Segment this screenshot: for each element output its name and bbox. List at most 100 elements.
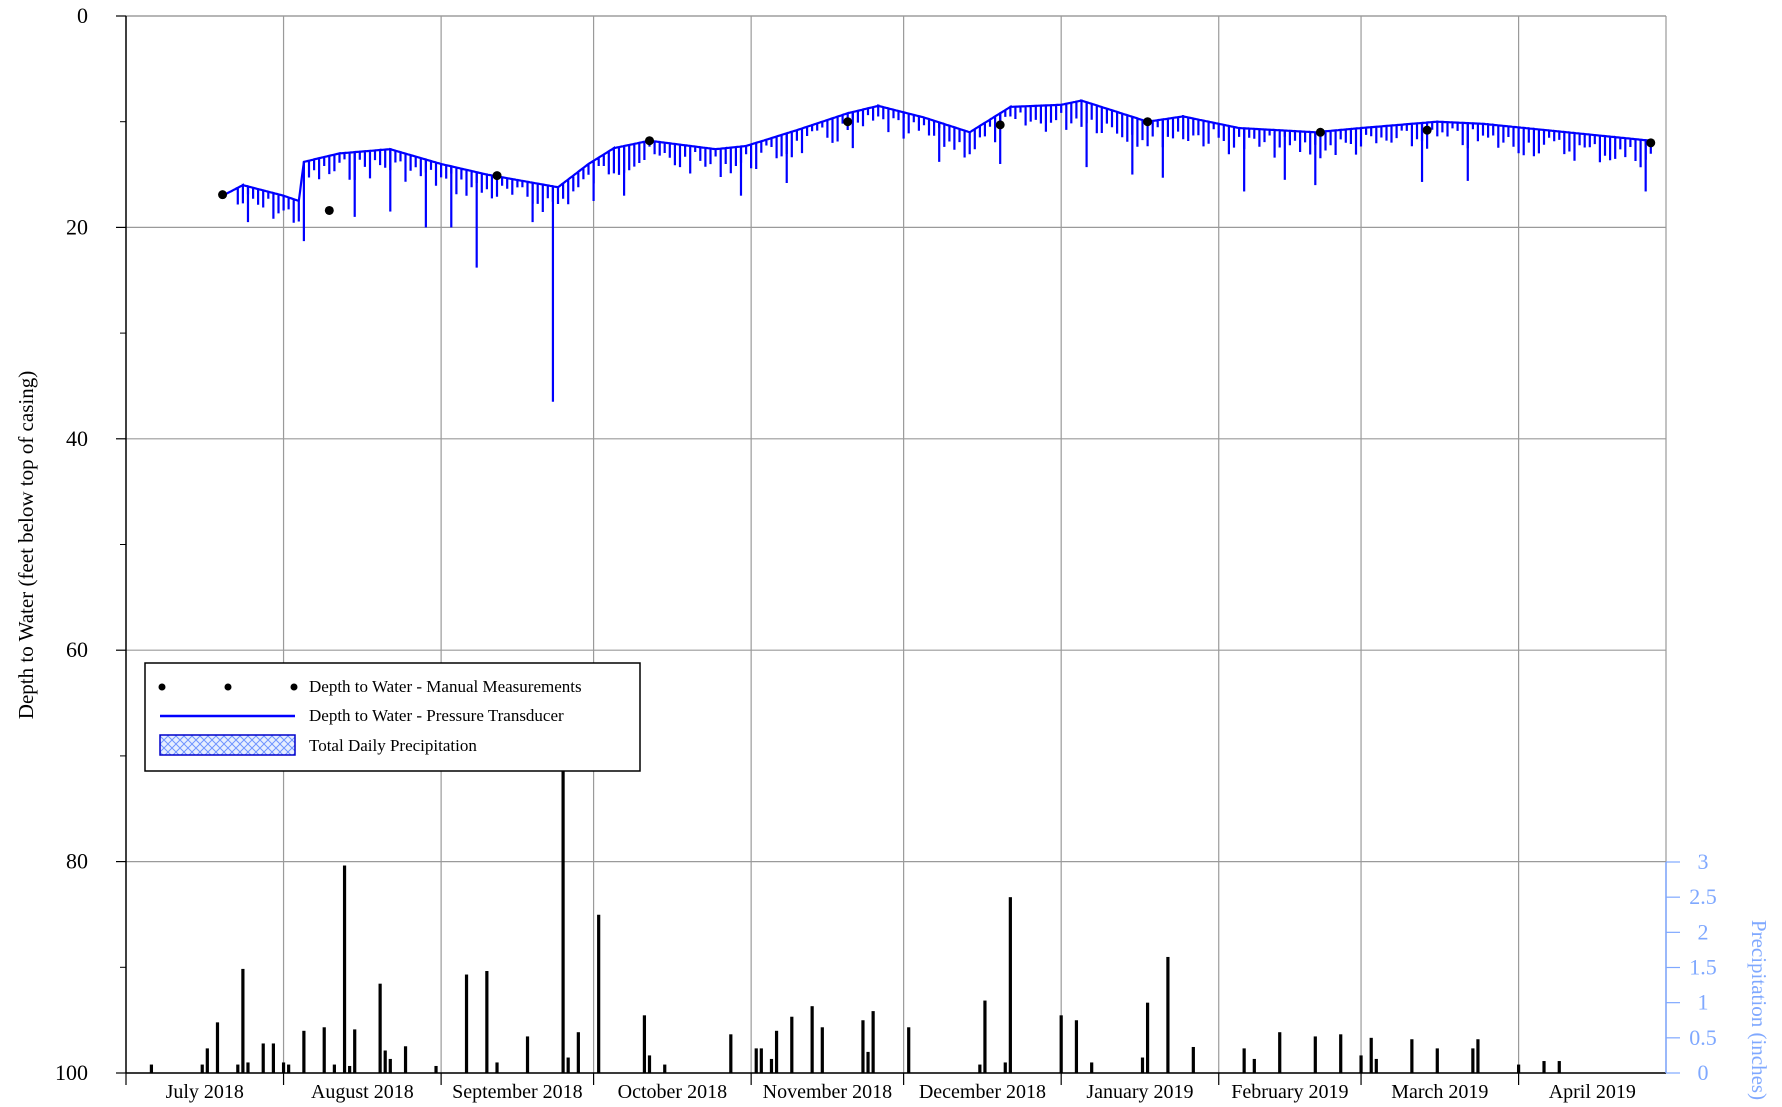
y2-tick-label: 0.5 <box>1689 1025 1717 1050</box>
legend: Depth to Water - Manual Measurements Dep… <box>144 662 641 772</box>
precip-bar <box>1008 897 1012 1073</box>
precip-bar <box>485 971 489 1073</box>
y2-tick-label: 3 <box>1698 849 1709 874</box>
grid-lines <box>126 15 1667 1074</box>
precip-bar <box>1557 1061 1561 1073</box>
precip-bar <box>978 1064 982 1073</box>
x-tick-label: July 2018 <box>166 1081 244 1103</box>
precip-bar <box>1278 1032 1282 1073</box>
precip-bar <box>561 770 565 1073</box>
legend-manual-dot-1 <box>158 683 166 691</box>
precip-bar <box>525 1036 530 1073</box>
x-tick-label: April 2019 <box>1549 1081 1636 1103</box>
precip-bar <box>642 1015 647 1073</box>
precip-bar <box>348 1065 352 1073</box>
precip-bar <box>271 1043 275 1073</box>
y-tick-label: 80 <box>66 849 88 874</box>
precip-bar <box>1435 1048 1439 1073</box>
precip-bar <box>663 1064 667 1073</box>
y2-axis-title: Precipitation (inches) <box>1747 920 1771 1100</box>
legend-manual-label: Depth to Water - Manual Measurements <box>309 677 582 696</box>
precip-bar <box>1242 1048 1246 1073</box>
precip-bar <box>861 1020 865 1073</box>
y-axis-title: Depth to Water (feet below top of casing… <box>14 371 38 719</box>
x-tick-label: September 2018 <box>452 1081 583 1103</box>
manual-measurement-point <box>324 205 334 215</box>
y-tick-label: 60 <box>66 637 88 662</box>
precip-bar <box>383 1050 387 1073</box>
precip-bar <box>1059 1015 1063 1073</box>
manual-measurement-point <box>1315 127 1325 137</box>
manual-measurement-point <box>1143 117 1153 127</box>
precip-bar <box>200 1064 204 1073</box>
manual-measurement-point <box>218 190 228 200</box>
y-tick-label: 0 <box>77 3 88 28</box>
precip-bar <box>215 1022 220 1073</box>
manual-measurement-point <box>644 136 654 146</box>
precip-bar <box>205 1048 209 1073</box>
y2-tick-label: 0 <box>1698 1060 1709 1085</box>
x-tick-label: December 2018 <box>919 1081 1046 1103</box>
precip-bar <box>1166 956 1170 1073</box>
precip-bar <box>754 1048 758 1073</box>
precip-bar <box>1476 1039 1480 1073</box>
precipitation-bars <box>149 770 1561 1073</box>
precip-bar <box>378 983 382 1073</box>
x-tick-label: January 2019 <box>1086 1081 1193 1103</box>
precip-bar <box>342 865 347 1073</box>
precip-bar <box>759 1048 763 1073</box>
legend-manual-dot-2 <box>224 683 232 691</box>
transducer-series <box>222 99 1652 402</box>
precip-bar <box>1252 1058 1256 1073</box>
precip-bar <box>495 1062 499 1073</box>
legend-transducer-label: Depth to Water - Pressure Transducer <box>309 706 564 725</box>
manual-measurement-point <box>1646 138 1656 148</box>
precip-bar <box>241 968 245 1073</box>
precip-bar <box>810 1006 814 1073</box>
x-tick-label: November 2018 <box>763 1081 892 1103</box>
precip-bar <box>1191 1046 1195 1073</box>
x-tick-label: February 2019 <box>1231 1081 1348 1103</box>
y2-tick-label: 1 <box>1698 990 1709 1015</box>
precip-bar <box>1339 1034 1343 1073</box>
precip-bar <box>149 1064 154 1073</box>
precip-bar <box>1359 1055 1363 1073</box>
manual-measurement-point <box>1422 125 1432 135</box>
precip-bar <box>1140 1057 1145 1073</box>
precip-bar <box>647 1055 652 1073</box>
precip-bar <box>1374 1058 1378 1073</box>
precip-bar <box>983 1000 987 1073</box>
chart-axes <box>116 15 1680 1085</box>
precip-bar <box>246 1062 250 1073</box>
precip-bar <box>1410 1039 1414 1073</box>
legend-precip-swatch <box>159 734 296 756</box>
precip-bar <box>729 1034 733 1073</box>
legend-manual-dot-3 <box>290 683 298 691</box>
y-tick-label: 40 <box>66 426 88 451</box>
transducer-line <box>222 99 1652 223</box>
precip-bar <box>434 1065 438 1073</box>
manual-measurement-points <box>218 117 1656 215</box>
manual-measurement-point <box>995 120 1005 130</box>
y2-tick-label: 2.5 <box>1689 884 1717 909</box>
precip-bar <box>597 914 601 1073</box>
precip-bar <box>332 1064 336 1073</box>
precip-bar <box>1542 1061 1546 1073</box>
precip-bar <box>1003 1062 1007 1073</box>
precip-bar <box>236 1064 240 1073</box>
precip-bar <box>820 1027 824 1073</box>
precip-bar <box>769 1058 774 1073</box>
precip-bar <box>353 1029 357 1073</box>
precip-bar <box>1517 1064 1521 1073</box>
x-tick-label: August 2018 <box>311 1081 414 1103</box>
y-tick-label: 100 <box>55 1060 88 1085</box>
manual-measurement-point <box>492 171 502 181</box>
precip-bar <box>566 1057 570 1073</box>
precip-bar <box>866 1051 870 1073</box>
precip-bar <box>790 1016 794 1073</box>
precip-bar <box>774 1030 779 1073</box>
precip-bar <box>907 1027 911 1073</box>
precip-bar <box>1313 1036 1317 1073</box>
precip-bar <box>1145 1002 1150 1073</box>
